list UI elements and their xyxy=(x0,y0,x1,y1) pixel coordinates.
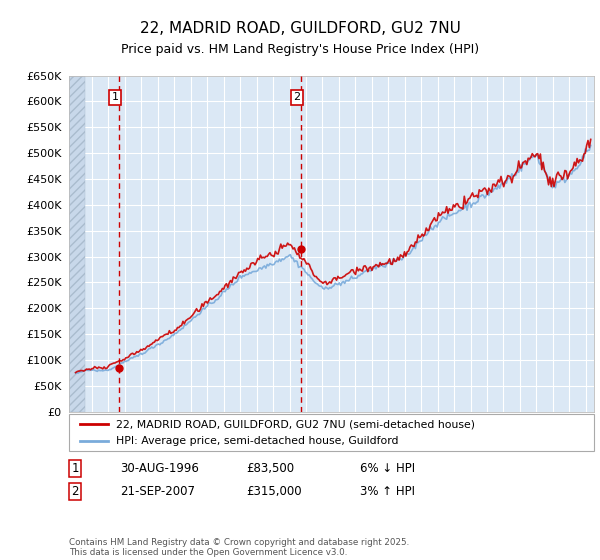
Text: £83,500: £83,500 xyxy=(246,462,294,475)
Text: Price paid vs. HM Land Registry's House Price Index (HPI): Price paid vs. HM Land Registry's House … xyxy=(121,43,479,56)
Text: 21-SEP-2007: 21-SEP-2007 xyxy=(120,485,195,498)
Text: 22, MADRID ROAD, GUILDFORD, GU2 7NU: 22, MADRID ROAD, GUILDFORD, GU2 7NU xyxy=(140,21,460,36)
Text: 22, MADRID ROAD, GUILDFORD, GU2 7NU (semi-detached house): 22, MADRID ROAD, GUILDFORD, GU2 7NU (sem… xyxy=(116,419,475,429)
Text: £315,000: £315,000 xyxy=(246,485,302,498)
Text: 30-AUG-1996: 30-AUG-1996 xyxy=(120,462,199,475)
Text: 3% ↑ HPI: 3% ↑ HPI xyxy=(360,485,415,498)
Text: 1: 1 xyxy=(71,462,79,475)
Text: HPI: Average price, semi-detached house, Guildford: HPI: Average price, semi-detached house,… xyxy=(116,436,399,446)
Text: 1: 1 xyxy=(112,92,119,102)
Text: 2: 2 xyxy=(293,92,301,102)
Bar xyxy=(69,76,85,412)
Text: Contains HM Land Registry data © Crown copyright and database right 2025.
This d: Contains HM Land Registry data © Crown c… xyxy=(69,538,409,557)
Text: 6% ↓ HPI: 6% ↓ HPI xyxy=(360,462,415,475)
Text: 2: 2 xyxy=(71,485,79,498)
